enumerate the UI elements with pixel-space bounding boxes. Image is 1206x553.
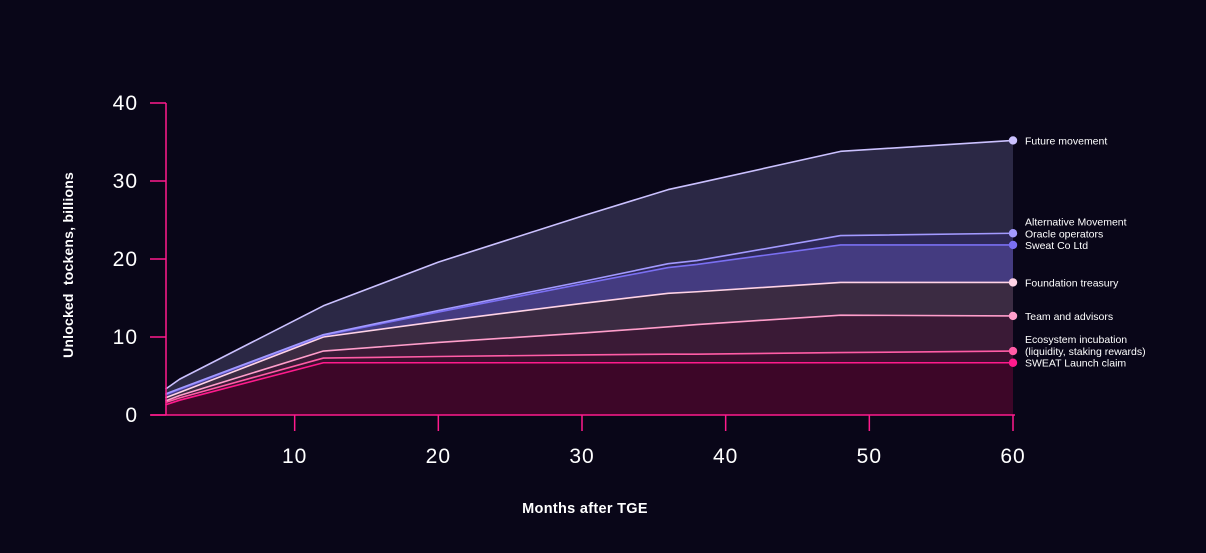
series-line-future-movement bbox=[164, 139, 1014, 390]
axes: 0 10 20 30 40 10 20 30 40 50 60 bbox=[113, 92, 1025, 468]
end-marker-foundation-treasury bbox=[1008, 278, 1018, 287]
y-tick-label: 30 bbox=[113, 170, 138, 193]
series-line-alternative-movement-oracle-operators bbox=[165, 232, 1014, 395]
end-marker-team-and-advisors bbox=[1008, 311, 1018, 321]
x-tick-label: 20 bbox=[426, 445, 451, 468]
y-axis-label: Unlocked tockens, billions bbox=[60, 172, 76, 358]
end-marker-alternative-movement-oracle-operators bbox=[1008, 229, 1018, 238]
line-layer bbox=[164, 139, 1014, 406]
series-line-team-and-advisors bbox=[165, 314, 1014, 402]
legend-label-team-and-advisors: Team and advisors bbox=[1025, 311, 1113, 323]
x-axis-label: Months after TGE bbox=[522, 501, 648, 517]
legend-label-foundation-treasury: Foundation treasury bbox=[1025, 277, 1119, 289]
area-sweat-launch-claim bbox=[165, 362, 1013, 415]
y-tick-label: 40 bbox=[113, 92, 138, 115]
y-tick-label: 10 bbox=[113, 326, 138, 349]
y-tick-label: 20 bbox=[113, 248, 138, 271]
x-tick-label: 50 bbox=[857, 445, 882, 468]
x-tick-label: 60 bbox=[1000, 445, 1025, 468]
series-line-ecosystem-incubation-liquidity-staking-rewards bbox=[165, 350, 1014, 404]
series-line-sweat-launch-claim bbox=[165, 361, 1013, 406]
legend-label-future-movement: Future movement bbox=[1025, 135, 1107, 147]
end-marker-future-movement bbox=[1008, 136, 1018, 145]
x-tick-label: 10 bbox=[282, 445, 307, 468]
legend-label-sweat-co-ltd: Sweat Co Ltd bbox=[1025, 240, 1088, 252]
y-tick-label: 0 bbox=[125, 404, 138, 427]
end-markers bbox=[1008, 136, 1018, 367]
legend-label-ecosystem-incubation-liquidity-staking-rewards: Ecosystem incubation (liquidity, staking … bbox=[1025, 334, 1146, 358]
legend-label-sweat-launch-claim: SWEAT Launch claim bbox=[1025, 358, 1126, 370]
x-tick-label: 40 bbox=[713, 445, 738, 468]
area-layer bbox=[165, 140, 1013, 415]
end-marker-sweat-co-ltd bbox=[1008, 240, 1018, 250]
end-marker-sweat-launch-claim bbox=[1008, 358, 1018, 367]
end-marker-ecosystem-incubation-liquidity-staking-rewards bbox=[1008, 346, 1018, 356]
legend-label-alternative-movement-oracle-operators: Alternative Movement Oracle operators bbox=[1025, 216, 1127, 240]
x-tick-label: 30 bbox=[569, 445, 594, 468]
series-line-foundation-treasury bbox=[165, 281, 1013, 399]
